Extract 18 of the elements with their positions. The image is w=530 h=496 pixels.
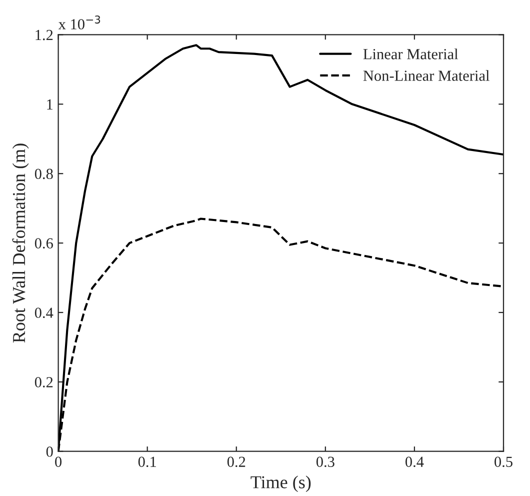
y-tick-label: 0.8 bbox=[34, 168, 53, 180]
x-tick-label: 0.4 bbox=[405, 456, 424, 468]
legend-label: Linear Material bbox=[363, 48, 458, 60]
legend-label: Non-Linear Material bbox=[363, 70, 490, 81]
text: x 10$^{−3}$ bbox=[58, 15, 100, 30]
x-tick-label: 0.3 bbox=[316, 456, 334, 468]
y-tick-label: 0.2 bbox=[34, 377, 53, 388]
y-tick-label: 1.2 bbox=[36, 30, 53, 40]
y-tick-label: 1 bbox=[47, 99, 53, 110]
x-axis-title: Time (s) bbox=[250, 476, 311, 492]
x-tick-label: 0.2 bbox=[227, 456, 246, 468]
y-axis-title: Root Wall Deformation (m) bbox=[12, 144, 29, 343]
y-tick-label: 0 bbox=[46, 446, 53, 457]
x-tick-label: 0 bbox=[55, 456, 62, 467]
y-tick-label: 0.4 bbox=[34, 308, 54, 318]
x-tick-label: 0.1 bbox=[138, 456, 156, 468]
x-tick-label: 0.5 bbox=[494, 456, 512, 468]
y-tick-label: 0.6 bbox=[34, 238, 53, 249]
